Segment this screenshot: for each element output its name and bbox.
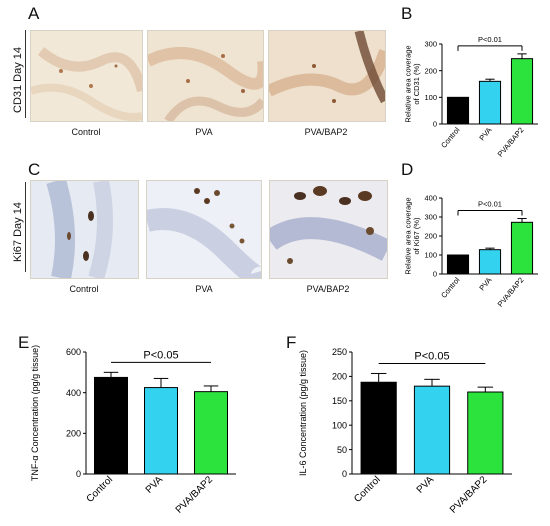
x-tick-label-b-0: Control (439, 125, 462, 150)
micrograph-ki67-control-image (31, 181, 138, 278)
micrograph-ki67-pva (146, 180, 262, 279)
y-axis-title-b: Relative area coverageof CD31 (%) (404, 45, 422, 122)
y-tick-label-d-1: 100 (424, 251, 437, 260)
significance-label-d: P<0.01 (478, 200, 502, 209)
bar-d-2 (510, 221, 534, 275)
caption-c-pva: PVA (195, 284, 213, 294)
micrograph-cd31-pva (147, 30, 264, 122)
y-tick-label-f-3: 150 (332, 396, 347, 406)
y-axis-title-f: IL-6 Concentration (pg/g tissue) (298, 350, 308, 476)
panel-letter-d: D (401, 160, 414, 179)
x-tick-label-f-0: Control (352, 474, 383, 505)
x-tick-label-b-2: PVA/BAP2 (496, 126, 526, 159)
y-tick-label-f-5: 250 (332, 347, 347, 357)
panel-letter-a: A (28, 4, 40, 23)
bar-d-1 (478, 249, 502, 275)
bar-e-2 (194, 391, 228, 475)
y-tick-label-e-3: 600 (66, 347, 81, 357)
x-tick-label-d-2: PVA/BAP2 (496, 276, 526, 309)
x-tick-label-e-1: PVA (144, 474, 166, 496)
y-axis-title-e: TNF-α Concentration (pg/g tissue) (30, 345, 40, 481)
caption-a-control: Control (71, 127, 101, 137)
row-label-line-a (25, 30, 26, 118)
panel-letter-b: B (401, 4, 413, 23)
micrograph-ki67-pva-bap2-image (270, 181, 387, 278)
x-tick-label-e-0: Control (85, 474, 116, 505)
x-tick-label-b-1: PVA (477, 126, 493, 143)
y-tick-label-b-1: 100 (424, 93, 437, 102)
y-tick-label-d-3: 300 (424, 213, 437, 222)
y-tick-label-f-4: 200 (332, 372, 347, 382)
significance-label-b: P<0.01 (478, 35, 502, 44)
micrograph-ki67-control (30, 180, 139, 279)
micrograph-ki67-pva-bap2 (269, 180, 388, 279)
caption-c-control: Control (69, 284, 99, 294)
bar-f-0 (360, 381, 397, 475)
y-tick-label-e-2: 400 (66, 388, 81, 398)
bar-f-1 (413, 385, 451, 475)
row-label-line-c (25, 182, 26, 272)
y-tick-label-d-0: 0 (433, 270, 437, 279)
bar-e-0 (94, 376, 128, 475)
y-tick-label-b-2: 200 (424, 66, 437, 75)
micrograph-cd31-control (30, 30, 143, 122)
bar-f-2 (467, 391, 504, 475)
micrograph-ki67-pva-image (147, 181, 261, 278)
chart-e-tnf: 0 200 400 600 TNF-α Concentration (pg/g tiss… (30, 345, 236, 516)
bar-d-0 (446, 254, 470, 275)
bar-b-1 (478, 80, 502, 125)
panel-letter-f: F (286, 333, 297, 352)
micrograph-cd31-pva-bap2 (268, 30, 386, 122)
x-tick-label-f-2: PVA/BAP2 (448, 474, 490, 516)
caption-a-pva: PVA (195, 127, 213, 137)
bar-b-2 (510, 58, 534, 125)
y-tick-label-b-0: 0 (433, 120, 437, 129)
y-tick-label-b-3: 300 (424, 40, 437, 49)
y-tick-label-e-0: 0 (76, 469, 81, 479)
x-tick-label-d-0: Control (439, 275, 462, 300)
x-tick-label-f-1: PVA (415, 474, 437, 496)
y-tick-label-f-1: 50 (337, 445, 347, 455)
panel-letter-c: C (28, 160, 41, 179)
y-tick-label-e-1: 200 (66, 428, 81, 438)
x-tick-label-d-1: PVA (477, 276, 493, 293)
significance-label-e: P<0.05 (143, 349, 178, 361)
micrograph-cd31-pva-bap2-image (269, 31, 385, 121)
caption-c-pva-bap2: PVA/BAP2 (306, 284, 350, 294)
bar-e-1 (144, 387, 178, 475)
y-tick-label-d-4: 400 (424, 194, 437, 203)
chart-f-il6: 0 50 100 150 200 250 IL-6 Concentration (pg/g … (298, 347, 512, 516)
y-tick-label-f-0: 0 (342, 469, 347, 479)
y-tick-label-d-2: 200 (424, 232, 437, 241)
micrograph-cd31-pva-image (148, 31, 263, 121)
significance-label-f: P<0.05 (414, 350, 449, 362)
row-label-ki67: Ki67 Day 14 (12, 202, 24, 262)
caption-a-pva-bap2: PVA/BAP2 (304, 127, 348, 137)
bar-b-0 (446, 96, 470, 125)
row-label-cd31: CD31 Day 14 (12, 46, 24, 113)
y-tick-label-f-2: 100 (332, 420, 347, 430)
panel-letter-e: E (18, 333, 30, 352)
y-axis-title-d: Relative area coverageof Ki67 (%) (404, 197, 422, 274)
x-tick-label-e-2: PVA/BAP2 (174, 474, 216, 516)
micrograph-cd31-control-image (31, 31, 142, 121)
